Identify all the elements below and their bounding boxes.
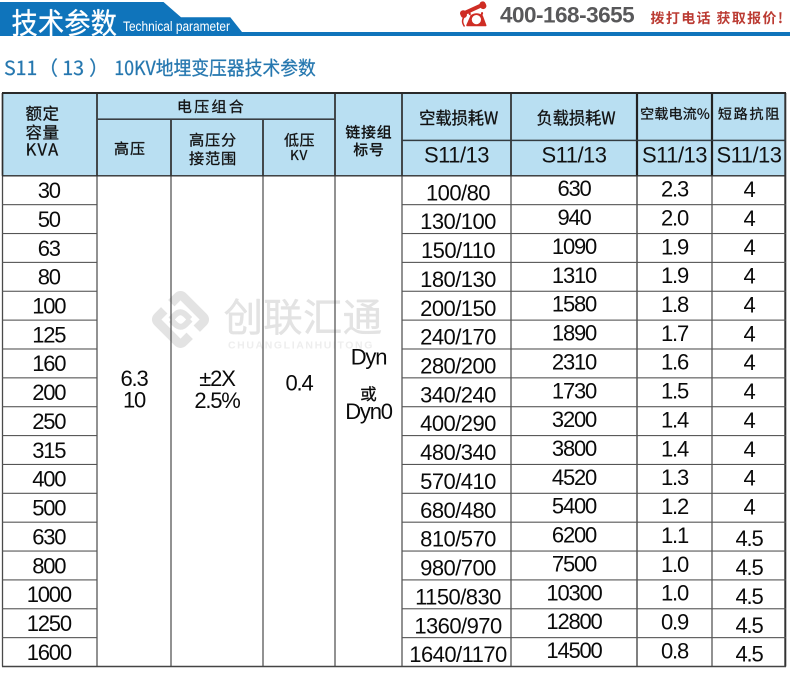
svg-text:2.5%: 2.5% <box>194 388 240 413</box>
svg-text:810/570: 810/570 <box>420 527 496 552</box>
svg-text:S11/13: S11/13 <box>541 143 606 168</box>
svg-text:570/410: 570/410 <box>420 469 496 494</box>
svg-text:400-168-3655: 400-168-3655 <box>500 3 634 28</box>
svg-text:1.1: 1.1 <box>661 523 689 548</box>
svg-text:4: 4 <box>743 206 755 231</box>
svg-text:5400: 5400 <box>552 494 597 519</box>
svg-text:100: 100 <box>32 294 66 319</box>
svg-text:940: 940 <box>557 205 591 230</box>
svg-text:280/200: 280/200 <box>420 354 496 379</box>
svg-text:Dyn: Dyn <box>351 345 387 370</box>
svg-text:1000: 1000 <box>27 582 72 607</box>
svg-text:1.0: 1.0 <box>661 581 689 606</box>
svg-text:315: 315 <box>32 438 66 463</box>
svg-text:3800: 3800 <box>552 436 597 461</box>
svg-text:1640/1170: 1640/1170 <box>409 642 507 667</box>
svg-text:10300: 10300 <box>546 580 602 605</box>
svg-text:1.0: 1.0 <box>661 552 689 577</box>
svg-text:7500: 7500 <box>552 552 597 577</box>
svg-text:1.2: 1.2 <box>661 494 689 519</box>
svg-text:0.8: 0.8 <box>661 638 689 663</box>
svg-text:4.5: 4.5 <box>736 613 764 638</box>
svg-text:125: 125 <box>32 322 66 347</box>
svg-text:150/110: 150/110 <box>421 238 495 263</box>
svg-text:400: 400 <box>32 467 66 492</box>
svg-text:4.5: 4.5 <box>736 555 764 580</box>
svg-text:4: 4 <box>743 235 755 260</box>
svg-text:4.5: 4.5 <box>736 584 764 609</box>
svg-text:180/130: 180/130 <box>420 267 496 292</box>
svg-text:0.4: 0.4 <box>286 371 314 396</box>
svg-text:4: 4 <box>743 408 755 433</box>
svg-text:100/80: 100/80 <box>426 180 490 205</box>
svg-text:12800: 12800 <box>546 609 602 634</box>
svg-text:4: 4 <box>743 495 755 520</box>
svg-text:1.4: 1.4 <box>661 436 689 461</box>
svg-text:480/340: 480/340 <box>420 440 496 465</box>
svg-text:1.6: 1.6 <box>661 350 689 375</box>
svg-text:1.9: 1.9 <box>661 234 689 259</box>
svg-text:1250: 1250 <box>27 611 72 636</box>
svg-text:30: 30 <box>38 178 61 203</box>
svg-text:S11/13: S11/13 <box>716 143 781 168</box>
svg-text:4: 4 <box>743 177 755 202</box>
svg-text:1.7: 1.7 <box>661 321 689 346</box>
svg-text:4: 4 <box>743 264 755 289</box>
svg-text:1.3: 1.3 <box>661 465 689 490</box>
svg-text:1360/970: 1360/970 <box>414 613 502 638</box>
svg-text:3200: 3200 <box>552 407 597 432</box>
svg-text:1.9: 1.9 <box>661 263 689 288</box>
svg-text:10: 10 <box>123 388 146 413</box>
svg-text:250: 250 <box>32 409 66 434</box>
svg-text:630: 630 <box>557 176 591 201</box>
svg-text:980/700: 980/700 <box>420 556 496 581</box>
svg-text:200: 200 <box>32 380 66 405</box>
svg-text:1890: 1890 <box>552 321 597 346</box>
svg-text:63: 63 <box>38 236 61 261</box>
svg-text:160: 160 <box>32 351 66 376</box>
svg-text:4.5: 4.5 <box>736 526 764 551</box>
svg-text:1580: 1580 <box>552 292 597 317</box>
svg-text:400/290: 400/290 <box>420 411 496 436</box>
svg-text:Dyn0: Dyn0 <box>345 399 393 424</box>
svg-text:1.5: 1.5 <box>661 379 689 404</box>
svg-text:800: 800 <box>32 553 66 578</box>
svg-text:80: 80 <box>38 265 61 290</box>
svg-text:4: 4 <box>743 379 755 404</box>
svg-text:4520: 4520 <box>552 465 597 490</box>
svg-text:14500: 14500 <box>546 638 602 663</box>
svg-text:200/150: 200/150 <box>420 296 496 321</box>
svg-text:Technical parameter: Technical parameter <box>123 19 230 34</box>
svg-text:4.5: 4.5 <box>736 642 764 667</box>
svg-text:1730: 1730 <box>552 378 597 403</box>
svg-text:4: 4 <box>743 293 755 318</box>
svg-text:4: 4 <box>743 350 755 375</box>
svg-text:50: 50 <box>38 207 61 232</box>
svg-text:1600: 1600 <box>27 640 72 665</box>
svg-text:500: 500 <box>32 496 66 521</box>
svg-text:4: 4 <box>743 437 755 462</box>
svg-text:6200: 6200 <box>552 523 597 548</box>
svg-text:680/480: 680/480 <box>420 498 496 523</box>
svg-text:130/100: 130/100 <box>420 209 496 234</box>
svg-text:S11/13: S11/13 <box>642 143 707 168</box>
svg-text:630: 630 <box>32 524 66 549</box>
svg-text:0.9: 0.9 <box>661 610 689 635</box>
svg-text:1090: 1090 <box>552 234 597 259</box>
svg-text:4: 4 <box>743 321 755 346</box>
svg-text:±2X: ±2X <box>199 366 236 391</box>
svg-text:240/170: 240/170 <box>420 325 496 350</box>
svg-text:S11/13: S11/13 <box>424 143 489 168</box>
svg-text:340/240: 340/240 <box>420 382 496 407</box>
svg-text:CHUANGLIANHUITONG: CHUANGLIANHUITONG <box>228 340 374 352</box>
svg-text:1310: 1310 <box>552 263 597 288</box>
svg-text:2.3: 2.3 <box>661 177 689 202</box>
svg-text:2310: 2310 <box>552 349 597 374</box>
svg-text:6.3: 6.3 <box>121 366 149 391</box>
svg-text:2.0: 2.0 <box>661 205 689 230</box>
svg-text:1150/830: 1150/830 <box>415 584 501 609</box>
svg-text:4: 4 <box>743 466 755 491</box>
svg-text:1.4: 1.4 <box>661 407 689 432</box>
svg-text:1.8: 1.8 <box>661 292 689 317</box>
